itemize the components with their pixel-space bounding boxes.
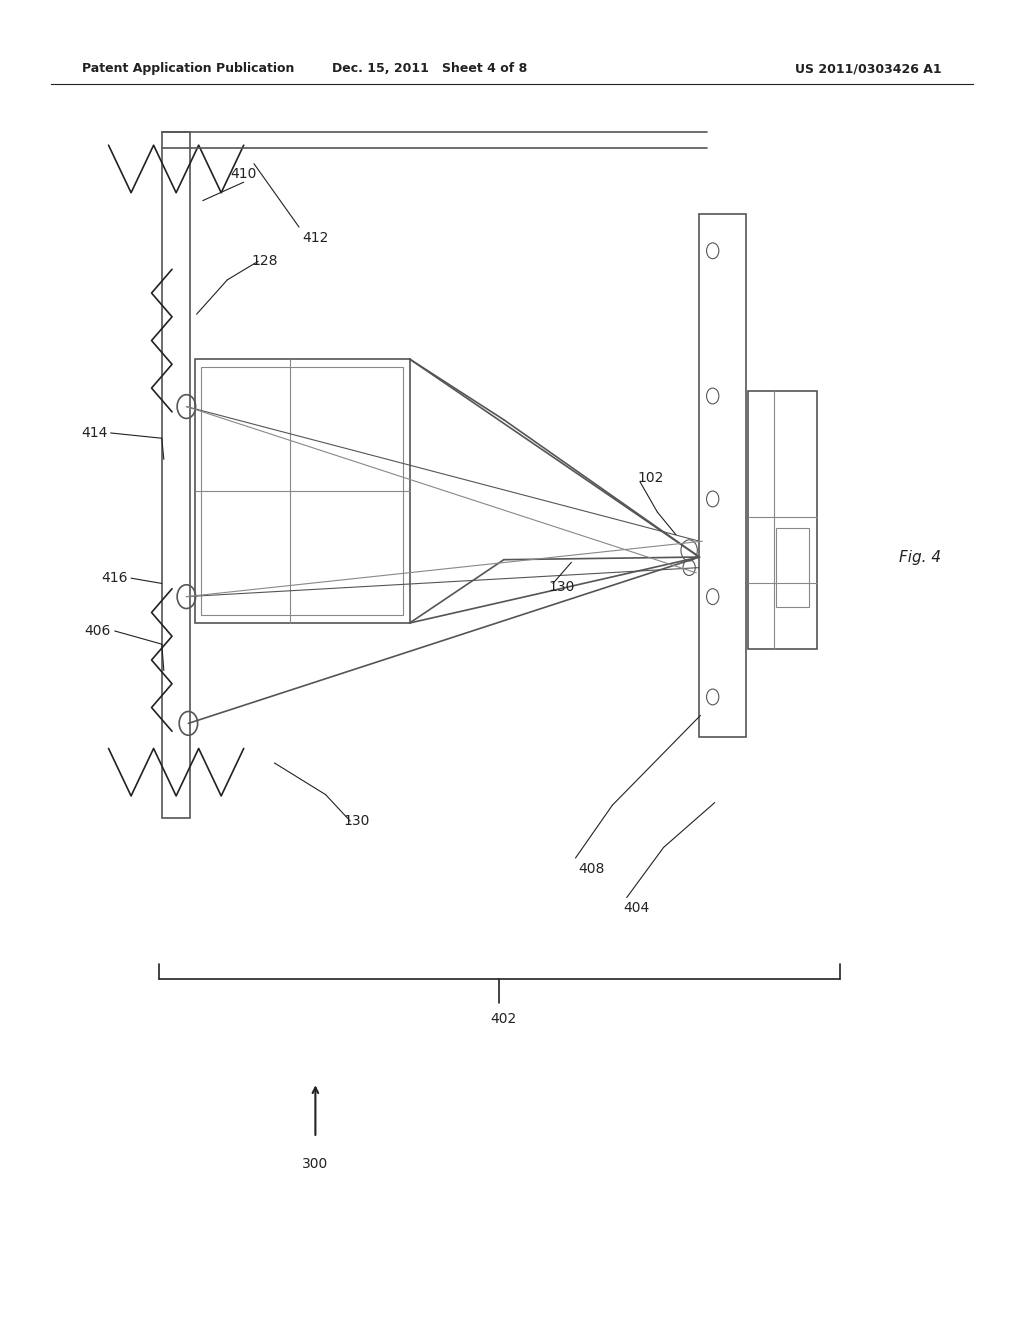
Text: Patent Application Publication: Patent Application Publication bbox=[82, 62, 294, 75]
Text: 130: 130 bbox=[548, 581, 574, 594]
Text: 410: 410 bbox=[230, 168, 257, 181]
Bar bbox=[699, 214, 746, 737]
Bar bbox=[748, 391, 817, 649]
Bar bbox=[776, 528, 809, 607]
Text: 414: 414 bbox=[81, 426, 108, 440]
Bar bbox=[195, 359, 410, 623]
Text: 416: 416 bbox=[101, 572, 128, 585]
Text: 128: 128 bbox=[251, 255, 278, 268]
Text: US 2011/0303426 A1: US 2011/0303426 A1 bbox=[796, 62, 942, 75]
Text: 408: 408 bbox=[579, 862, 605, 875]
Text: 406: 406 bbox=[84, 624, 111, 638]
Bar bbox=[162, 132, 190, 818]
Text: Dec. 15, 2011   Sheet 4 of 8: Dec. 15, 2011 Sheet 4 of 8 bbox=[333, 62, 527, 75]
Text: Fig. 4: Fig. 4 bbox=[899, 549, 941, 565]
Text: 402: 402 bbox=[490, 1012, 517, 1026]
Bar bbox=[201, 367, 403, 615]
Text: 300: 300 bbox=[302, 1158, 329, 1171]
Text: 130: 130 bbox=[343, 814, 370, 828]
Text: 404: 404 bbox=[624, 902, 650, 915]
Text: 102: 102 bbox=[637, 471, 664, 484]
Text: 412: 412 bbox=[302, 231, 329, 244]
